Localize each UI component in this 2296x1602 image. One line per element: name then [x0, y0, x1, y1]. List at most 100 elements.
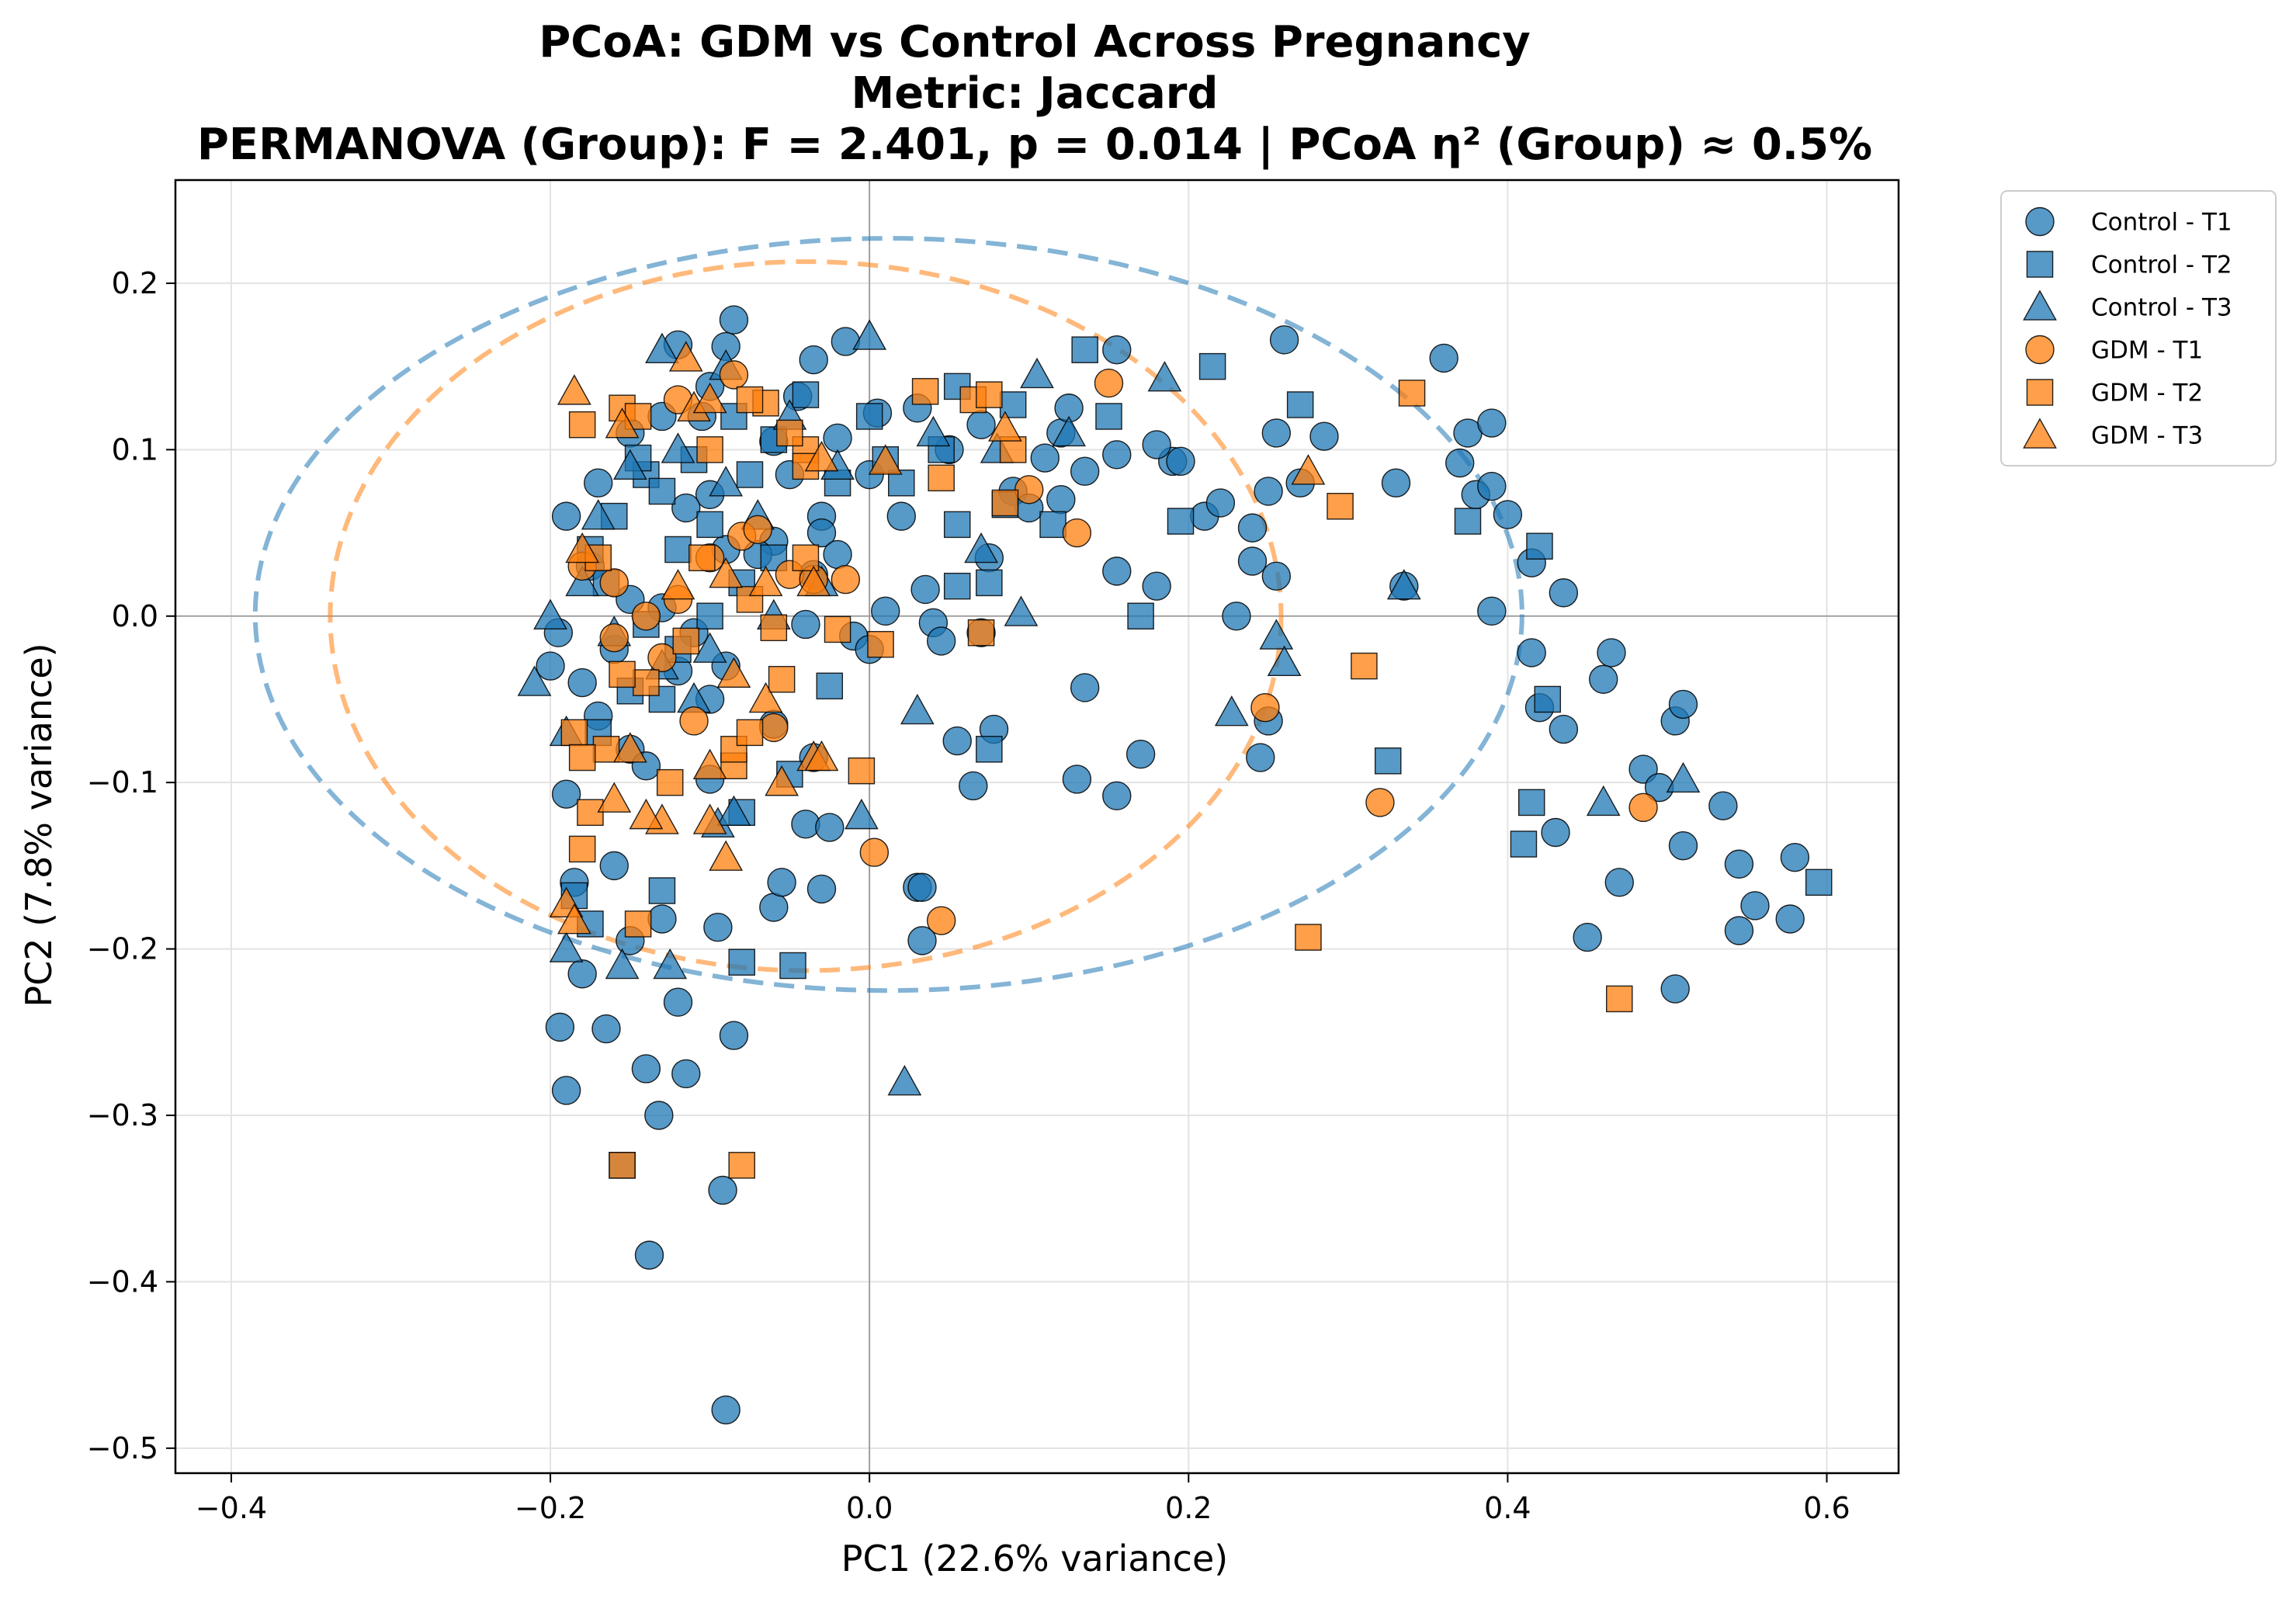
- point-control-t2: [1510, 830, 1538, 858]
- point-control-t2: [736, 461, 764, 488]
- point-control-t3: [653, 948, 688, 980]
- y-tick-label: −0.3: [87, 1098, 158, 1132]
- legend-entry-control-t3: Control - T3: [2023, 290, 2232, 322]
- point-gdm-t1: [599, 568, 629, 598]
- point-control-t2: [779, 952, 806, 980]
- point-gdm-t1: [831, 564, 861, 595]
- legend-label: Control - T3: [2091, 294, 2232, 322]
- point-control-t1: [959, 771, 988, 801]
- point-gdm-t1: [1365, 788, 1395, 817]
- point-control-t1: [591, 1014, 621, 1044]
- point-control-t3: [661, 432, 695, 463]
- point-control-t1: [907, 926, 937, 955]
- point-control-t1: [567, 668, 597, 698]
- point-control-t1: [1261, 418, 1292, 448]
- point-gdm-t3: [692, 382, 727, 414]
- point-gdm-t2: [1351, 652, 1378, 680]
- point-control-t1: [759, 893, 789, 922]
- point-gdm-t1: [1628, 792, 1658, 823]
- point-gdm-t1: [1062, 518, 1092, 548]
- point-gdm-t1: [926, 906, 956, 935]
- point-control-t1: [1205, 488, 1236, 518]
- point-gdm-t2: [633, 669, 660, 696]
- point-control-t1: [644, 1101, 674, 1130]
- point-gdm-t2: [592, 736, 620, 763]
- point-gdm-t3: [748, 681, 783, 713]
- point-control-t1: [671, 493, 701, 523]
- legend-label: Control - T2: [2091, 251, 2232, 279]
- point-gdm-t1: [1014, 475, 1044, 505]
- point-control-t2: [1039, 511, 1066, 539]
- point-control-t2: [1517, 789, 1545, 817]
- y-tick-label: 0.2: [112, 266, 158, 300]
- point-control-t2: [1167, 508, 1195, 535]
- legend-marker-gdm-t1: [2025, 335, 2055, 365]
- point-control-t1: [1775, 904, 1805, 934]
- point-gdm-t2: [688, 544, 716, 571]
- point-control-t3: [916, 415, 951, 447]
- point-gdm-t2: [656, 768, 684, 796]
- point-control-t1: [1724, 916, 1754, 945]
- point-control-t1: [599, 851, 629, 881]
- point-gdm-t2: [672, 627, 700, 655]
- point-control-t1: [1102, 557, 1132, 586]
- point-gdm-t2: [991, 489, 1019, 517]
- point-control-t2: [976, 569, 1003, 597]
- point-control-t3: [900, 693, 935, 725]
- x-tick-label: 0.6: [1803, 1491, 1850, 1525]
- point-gdm-t2: [824, 615, 851, 643]
- point-control-t2: [1526, 532, 1553, 560]
- point-control-t1: [1142, 571, 1171, 601]
- point-control-t1: [926, 626, 956, 656]
- point-control-t1: [1246, 743, 1275, 772]
- legend-entry-gdm-t3: GDM - T3: [2023, 418, 2203, 450]
- point-control-t2: [943, 511, 971, 539]
- point-control-t1: [791, 609, 820, 640]
- series-gdm-t3: [549, 341, 1326, 934]
- point-gdm-t1: [759, 713, 789, 743]
- x-tick-label: 0.2: [1165, 1491, 1212, 1525]
- point-control-t1: [1237, 513, 1268, 543]
- point-control-t1: [1237, 546, 1268, 576]
- point-control-t1: [631, 1054, 661, 1084]
- point-control-t2: [696, 511, 723, 539]
- point-gdm-t3: [748, 565, 783, 597]
- point-control-t1: [1062, 765, 1092, 794]
- point-gdm-t3: [804, 740, 839, 772]
- point-control-t1: [1309, 421, 1339, 451]
- x-tick-label: −0.2: [515, 1491, 586, 1525]
- point-control-t1: [831, 327, 861, 356]
- point-control-t1: [1445, 448, 1475, 478]
- point-control-t2: [696, 602, 723, 630]
- point-control-t2: [1286, 391, 1314, 418]
- point-control-t1: [886, 501, 916, 531]
- legend-label: GDM - T3: [2091, 422, 2203, 450]
- x-tick-label: 0.0: [846, 1491, 893, 1525]
- point-control-t1: [1102, 335, 1132, 365]
- legend: Control - T1 Control - T2 Control - T3 GDM …: [2000, 190, 2277, 466]
- point-control-t2: [976, 736, 1003, 763]
- point-gdm-t3: [612, 732, 647, 763]
- point-gdm-t3: [565, 532, 600, 563]
- point-gdm-t1: [1094, 368, 1124, 398]
- point-control-t1: [1254, 477, 1283, 506]
- x-axis-label: PC1 (22.6% variance): [841, 1538, 1228, 1579]
- point-gdm-t1: [743, 515, 772, 544]
- scatter-points: [517, 305, 1833, 1425]
- point-gdm-t2: [776, 419, 803, 447]
- point-gdm-t3: [709, 557, 744, 588]
- point-control-t1: [671, 1059, 701, 1089]
- legend-entry-control-t1: Control - T1: [2025, 206, 2232, 237]
- point-gdm-t3: [605, 407, 640, 439]
- point-gdm-t3: [557, 903, 591, 934]
- point-control-t1: [1046, 484, 1076, 515]
- point-control-t1: [1102, 440, 1132, 470]
- point-control-t3: [565, 565, 600, 597]
- legend-entry-gdm-t2: GDM - T2: [2026, 379, 2203, 407]
- point-control-t1: [1724, 849, 1754, 879]
- series-gdm-t2: [560, 378, 1633, 1179]
- point-control-t3: [1147, 361, 1182, 392]
- point-control-t2: [1805, 869, 1833, 896]
- point-control-t2: [1534, 685, 1562, 713]
- point-control-t1: [1573, 922, 1602, 952]
